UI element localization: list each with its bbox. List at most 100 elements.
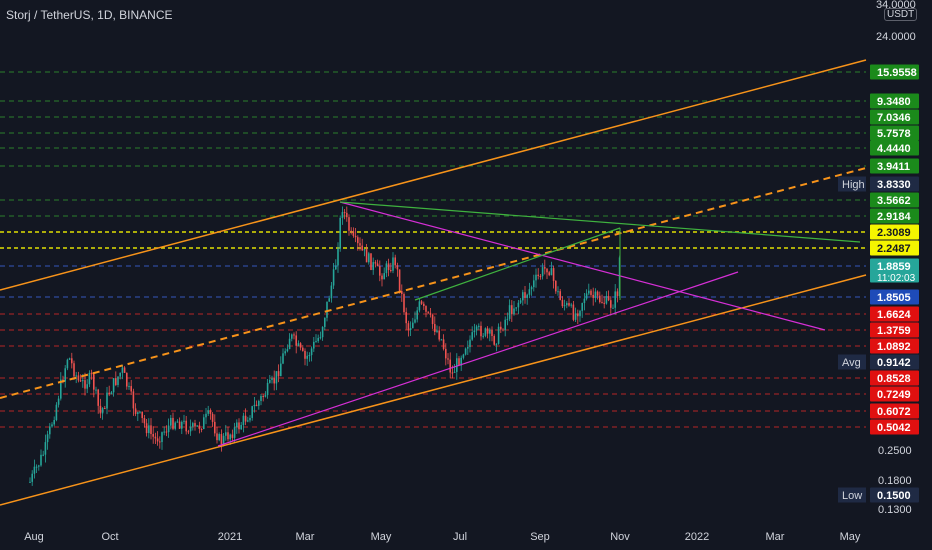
- candle-body: [139, 411, 141, 413]
- resistance-trendline: [339, 201, 826, 331]
- price-badge[interactable]: 1.6624: [870, 306, 919, 322]
- price-badge[interactable]: 0.6072: [870, 403, 919, 419]
- candle-body: [445, 348, 447, 359]
- time-label: Sep: [530, 531, 550, 543]
- price-badge[interactable]: 2.9184: [870, 208, 919, 224]
- candle-body: [449, 359, 451, 373]
- price-badge-value: 2.2487: [877, 243, 911, 255]
- candle-body: [530, 287, 533, 290]
- candle-body: [167, 425, 170, 433]
- candle-body: [187, 431, 190, 433]
- price-badge[interactable]: 1.0892: [870, 338, 919, 354]
- price-badge-bg: [870, 306, 919, 322]
- candle-body: [240, 425, 242, 430]
- price-badge[interactable]: 3.5662: [870, 192, 919, 208]
- price-badge-value: 3.5662: [877, 195, 911, 207]
- candle-body: [372, 262, 374, 270]
- candle-body: [508, 305, 511, 319]
- price-badge-bg: [870, 125, 919, 141]
- candle-body: [117, 376, 119, 385]
- candle-body: [214, 421, 216, 434]
- price-badge-bg: [870, 158, 919, 174]
- candle-body: [115, 378, 117, 385]
- time-label: Nov: [610, 531, 630, 543]
- candle-body: [563, 305, 566, 307]
- candle-body: [368, 253, 370, 263]
- currency-selector[interactable]: USDT: [884, 8, 918, 21]
- candle-body: [104, 408, 106, 410]
- candle-body: [478, 325, 480, 327]
- candle-body: [255, 404, 258, 406]
- candle-body: [423, 303, 425, 307]
- candle-body: [269, 379, 271, 383]
- price-badge[interactable]: 0.7249: [870, 386, 919, 402]
- candle-body: [233, 427, 236, 438]
- candle-body: [348, 217, 350, 231]
- candle-body: [150, 425, 152, 434]
- candle-body: [110, 392, 113, 395]
- candle-body: [64, 368, 66, 382]
- candle-body: [502, 329, 504, 331]
- price-badge[interactable]: 0.1500 Low: [838, 487, 919, 503]
- candle-body: [497, 326, 500, 344]
- candle-body: [119, 372, 121, 377]
- candle-body: [262, 395, 264, 397]
- price-badge[interactable]: 3.8330 High: [838, 176, 919, 192]
- candle-body: [236, 422, 238, 428]
- price-badge-bg: [870, 176, 919, 192]
- candle-body: [31, 473, 33, 482]
- candle-body: [176, 421, 179, 423]
- candle-body: [440, 339, 443, 341]
- candle-body: [577, 313, 579, 317]
- candle-body: [568, 303, 570, 306]
- price-axis-top-label: 34.0000: [876, 0, 916, 11]
- candle-body: [517, 302, 520, 308]
- price-badge[interactable]: 0.8528: [870, 370, 919, 386]
- price-badge[interactable]: 2.2487: [870, 240, 919, 256]
- channel-mid-line: [0, 167, 867, 399]
- price-badge[interactable]: 0.9142 Avg: [838, 354, 919, 370]
- price-badge-bg: [870, 370, 919, 386]
- candle-body: [247, 420, 249, 422]
- price-badge-value: 3.9411: [877, 161, 910, 173]
- candle-body: [200, 428, 203, 430]
- symbol-title[interactable]: Storj / TetherUS, 1D, BINANCE: [6, 8, 173, 22]
- candle-body: [271, 378, 273, 380]
- price-badge-bg: [870, 403, 919, 419]
- price-badge[interactable]: 0.5042: [870, 419, 919, 435]
- price-badge-bg: [870, 240, 919, 256]
- candle-body: [504, 319, 506, 330]
- candle-body: [379, 266, 381, 276]
- candle-body: [313, 341, 315, 349]
- candle-body: [365, 249, 368, 263]
- price-tick-018: 0.1800: [878, 475, 912, 487]
- candle-body: [306, 355, 308, 359]
- candle-body: [108, 392, 110, 395]
- candle-body: [607, 296, 610, 301]
- price-badge[interactable]: 2.3089: [870, 224, 919, 240]
- candle-body: [244, 415, 247, 422]
- price-badge-bg: [870, 289, 919, 305]
- candle-body: [222, 435, 225, 444]
- candle-body: [68, 358, 71, 360]
- candle-body: [357, 237, 359, 244]
- price-badge[interactable]: 15.9558: [870, 64, 919, 80]
- candle-body: [258, 400, 260, 406]
- candle-body: [451, 372, 454, 374]
- candle-body: [128, 386, 130, 388]
- price-badge-bg: [870, 258, 919, 283]
- candle-body: [273, 378, 275, 384]
- price-badge[interactable]: 1.8505: [870, 289, 919, 305]
- candle-body: [55, 404, 58, 420]
- price-badge[interactable]: 3.9411: [870, 158, 919, 174]
- candle-body: [106, 392, 108, 409]
- price-badge[interactable]: 9.3480: [870, 93, 919, 109]
- price-badge[interactable]: 7.0346: [870, 109, 919, 125]
- candle-body: [559, 291, 561, 301]
- price-badge[interactable]: 5.7578: [870, 125, 919, 141]
- price-badge[interactable]: 1.3759: [870, 322, 919, 338]
- channel-upper-line: [0, 59, 867, 291]
- price-badge[interactable]: 4.4440: [870, 140, 919, 156]
